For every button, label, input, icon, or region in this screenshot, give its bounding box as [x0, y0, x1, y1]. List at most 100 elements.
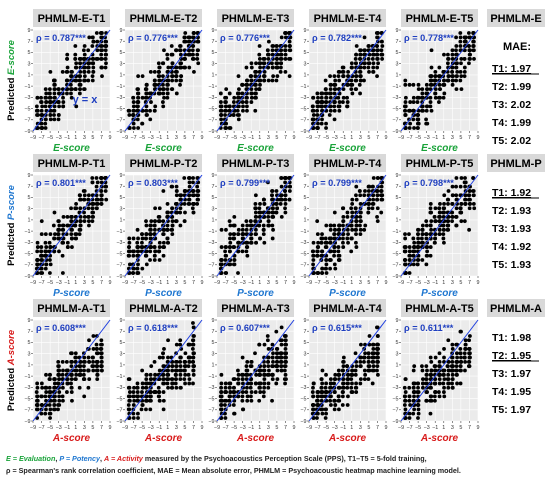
- data-point: [244, 219, 249, 224]
- mae-value: T2: 1.93: [492, 205, 531, 217]
- data-point: [362, 48, 367, 53]
- data-point: [57, 249, 61, 254]
- data-point: [161, 372, 166, 377]
- data-point: [441, 206, 446, 211]
- x-tick-label: −3: [148, 135, 154, 141]
- data-point: [165, 95, 170, 100]
- data-point: [231, 403, 236, 407]
- data-point: [375, 193, 380, 198]
- data-point: [341, 95, 346, 100]
- data-point: [467, 338, 471, 343]
- data-point: [341, 359, 346, 364]
- data-point: [362, 359, 366, 364]
- data-point: [354, 44, 359, 48]
- data-point: [358, 78, 363, 83]
- data-point: [157, 69, 161, 74]
- data-point: [371, 193, 376, 198]
- y-tick-label: −9: [392, 274, 398, 280]
- data-point: [446, 57, 451, 61]
- data-point: [424, 219, 429, 224]
- data-point: [244, 390, 249, 394]
- data-point: [249, 65, 254, 70]
- data-point: [74, 61, 79, 66]
- data-point: [379, 52, 384, 57]
- caption-line-1-rest: measured by the Psychoacoustics Percepti…: [142, 454, 427, 463]
- data-point: [94, 334, 99, 338]
- data-point: [411, 398, 416, 403]
- data-point: [35, 394, 39, 399]
- data-point: [354, 381, 358, 386]
- data-point: [337, 227, 342, 232]
- y-tick-label: −7: [24, 118, 30, 124]
- y-tick-label: −9: [208, 129, 214, 135]
- data-point: [316, 240, 320, 245]
- data-point: [346, 394, 350, 399]
- data-point: [379, 184, 384, 189]
- y-tick-label: −3: [300, 385, 306, 391]
- data-point: [279, 368, 284, 373]
- data-point: [244, 372, 249, 377]
- data-point: [240, 232, 245, 237]
- data-point: [174, 210, 178, 215]
- x-tick-label: −3: [332, 425, 338, 431]
- data-point: [428, 74, 433, 79]
- data-point: [187, 381, 192, 386]
- data-point: [341, 377, 346, 382]
- data-point: [223, 126, 228, 130]
- x-tick-label: 9: [385, 425, 388, 431]
- data-point: [87, 359, 91, 364]
- data-point: [408, 253, 412, 258]
- x-tick-label: −7: [130, 280, 136, 286]
- data-point: [446, 189, 451, 193]
- data-point: [357, 82, 362, 87]
- x-tick-label: −9: [398, 135, 404, 141]
- data-point: [249, 390, 254, 394]
- x-tick-label: 5: [275, 425, 278, 431]
- x-tick-label: −3: [148, 425, 154, 431]
- data-point: [77, 232, 82, 237]
- data-point: [459, 329, 463, 334]
- data-point: [81, 359, 86, 364]
- data-point: [135, 411, 140, 416]
- y-tick-label: −1: [300, 229, 306, 235]
- data-point: [166, 385, 170, 390]
- mae-value: T4: 1.99: [492, 117, 531, 129]
- data-point: [257, 87, 262, 92]
- data-point: [191, 368, 196, 373]
- data-point: [178, 223, 183, 228]
- y-tick-label: 5: [396, 195, 399, 201]
- data-point: [454, 214, 459, 219]
- data-point: [161, 87, 166, 92]
- data-point: [278, 202, 283, 206]
- correlation-label: ρ = 0.799***: [312, 178, 362, 188]
- x-tick-label: 3: [175, 425, 178, 431]
- data-point: [81, 189, 86, 193]
- data-point: [379, 210, 384, 215]
- data-point: [271, 351, 275, 356]
- data-point: [136, 95, 140, 100]
- y-tick-label: 9: [28, 28, 31, 34]
- data-point: [148, 227, 153, 232]
- data-point: [174, 65, 179, 70]
- data-point: [341, 74, 346, 79]
- data-point: [265, 334, 270, 338]
- data-point: [454, 184, 458, 189]
- data-point: [437, 227, 442, 232]
- data-point: [52, 407, 57, 412]
- data-point: [69, 236, 74, 241]
- data-point: [283, 381, 287, 386]
- data-point: [411, 381, 416, 386]
- data-point: [454, 74, 459, 79]
- data-point: [424, 117, 428, 122]
- data-point: [56, 113, 61, 117]
- x-tick-label: −1: [156, 135, 162, 141]
- panel-title-box: [33, 299, 110, 317]
- data-point: [411, 95, 416, 100]
- data-point: [328, 377, 333, 382]
- data-point: [319, 398, 324, 403]
- data-point: [227, 126, 232, 130]
- data-point: [437, 364, 442, 369]
- data-point: [61, 227, 66, 232]
- x-tick-label: −9: [214, 280, 220, 286]
- x-tick-label: −7: [406, 280, 412, 286]
